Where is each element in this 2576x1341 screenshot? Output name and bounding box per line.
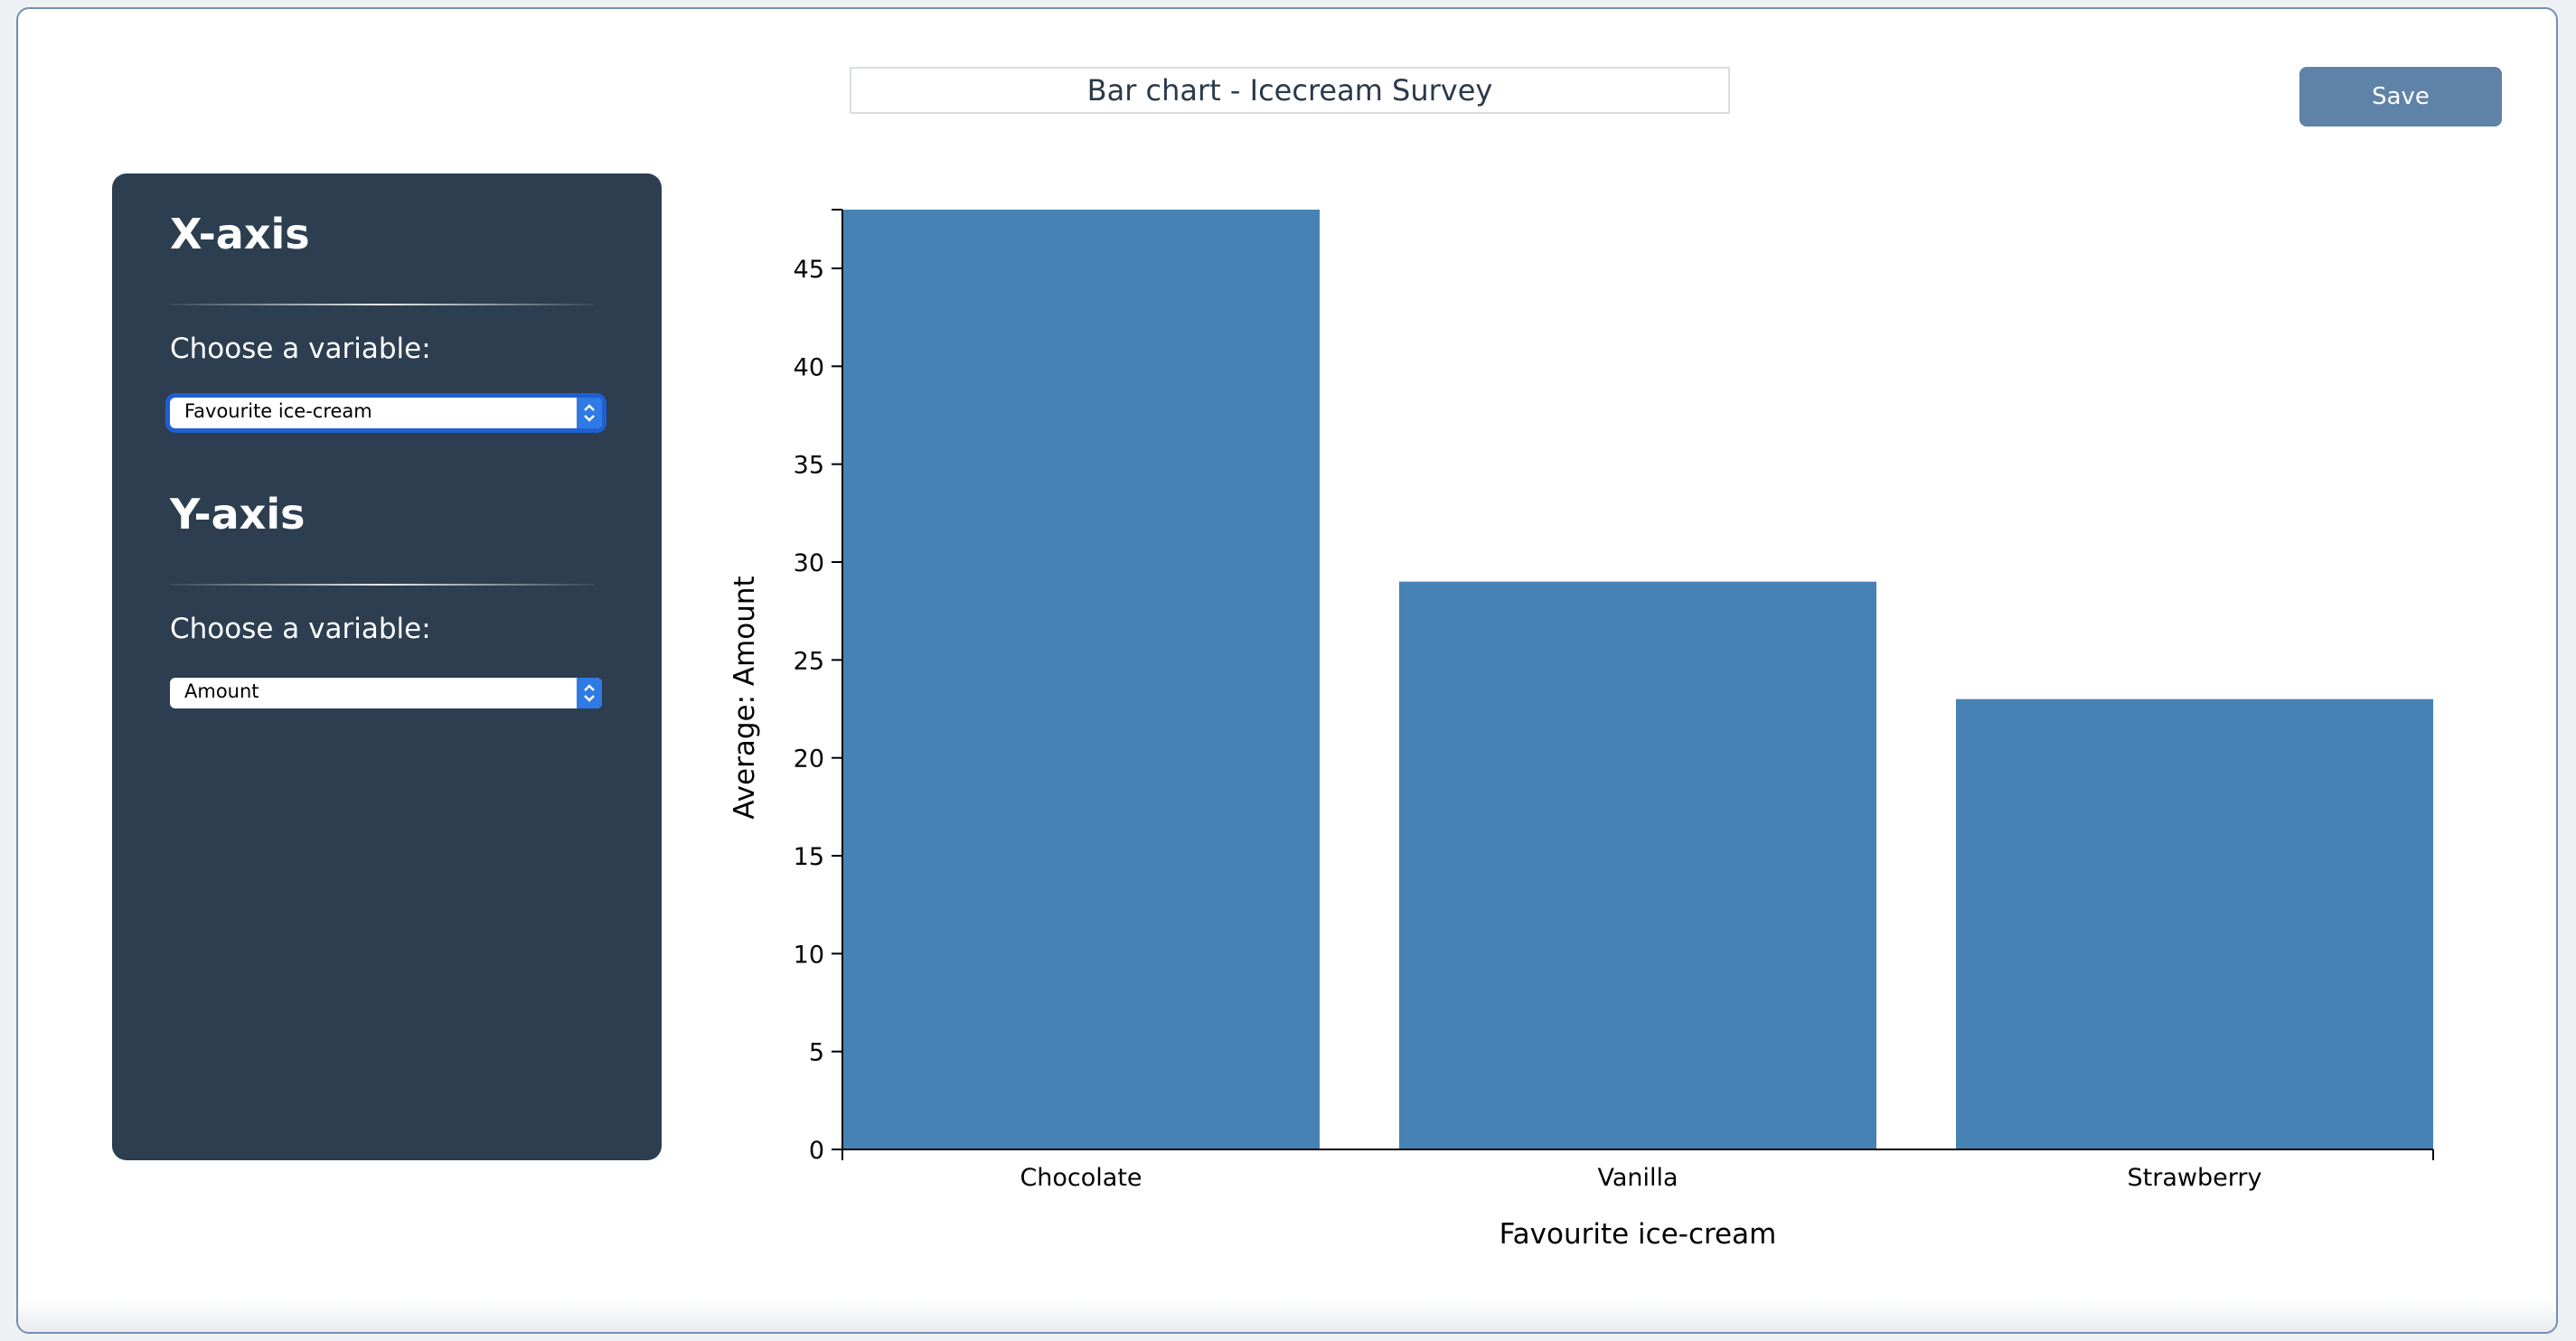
x-axis-choose-label: Choose a variable: [170, 333, 431, 365]
bar-chart: 0 5 10 15 20 25 30 35 40 45 Chocolate Vanilla Strawb… [729, 209, 2434, 1251]
chart-title-input[interactable] [850, 67, 1730, 114]
x-tick-label: Strawberry [2128, 1164, 2262, 1192]
x-axis-selected-value: Favourite ice-cream [184, 400, 372, 422]
axis-settings-panel: X-axis Choose a variable: Favourite ice-… [112, 173, 662, 1160]
y-tick-label: 35 [794, 452, 824, 480]
bar-vanilla [1399, 581, 1876, 1149]
x-axis-variable-select[interactable]: Favourite ice-cream [170, 398, 602, 428]
bar-chocolate [842, 210, 1320, 1149]
save-button[interactable]: Save [2299, 67, 2502, 127]
y-tick-label: 45 [794, 256, 824, 284]
y-tick-label: 30 [794, 549, 824, 577]
y-axis-heading: Y-axis [170, 490, 306, 539]
chevron-updown-icon[interactable] [577, 678, 602, 708]
bottom-shadow [18, 1299, 2556, 1332]
y-tick-label: 15 [794, 843, 824, 871]
x-axis-title: Favourite ice-cream [1500, 1218, 1777, 1251]
x-tick-label: Chocolate [1020, 1164, 1142, 1192]
y-tick-label: 40 [794, 353, 824, 381]
y-tick-label: 20 [794, 746, 824, 774]
x-tick-label: Vanilla [1597, 1164, 1678, 1192]
y-axis-title: Average: Amount [729, 576, 761, 819]
y-tick-label: 25 [794, 647, 824, 675]
y-axis-selected-value: Amount [184, 680, 259, 702]
x-axis-heading: X-axis [170, 210, 310, 258]
y-tick-label: 0 [809, 1137, 824, 1165]
y-axis-choose-label: Choose a variable: [170, 613, 431, 645]
bar-strawberry [1956, 699, 2433, 1149]
x-axis-divider [170, 304, 595, 305]
y-tick-label: 10 [794, 941, 824, 969]
app-window: Save X-axis Choose a variable: Favourite… [16, 7, 2558, 1334]
y-axis-variable-select[interactable]: Amount [170, 678, 602, 708]
chevron-updown-icon[interactable] [577, 398, 602, 428]
y-tick-label: 5 [809, 1039, 824, 1067]
y-axis-divider [170, 584, 595, 586]
